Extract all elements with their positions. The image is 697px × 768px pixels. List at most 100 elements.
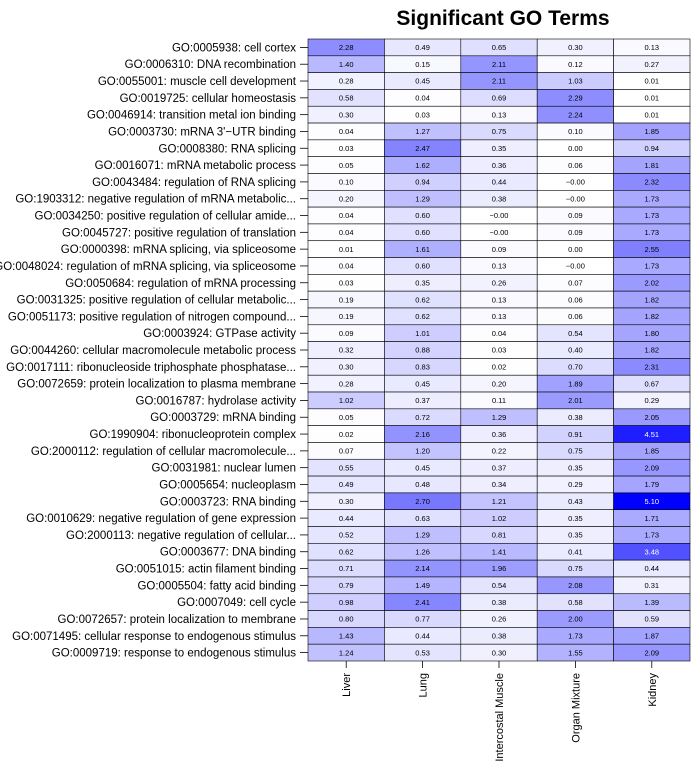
cell-value: 0.04 [339,262,354,271]
cell-value: 0.94 [644,144,659,153]
row-label: GO:0072657: protein localization to memb… [58,614,296,626]
cell-value: 0.29 [644,396,659,405]
cell-value: 0.44 [339,514,354,523]
cell-value: 0.19 [339,295,354,304]
cell-value: 1.85 [644,127,659,136]
row-label: GO:0003677: DNA binding [160,547,296,559]
cell-value: 0.03 [339,144,354,153]
cell-value: 1.43 [339,631,354,640]
cell-value: 1.73 [568,631,583,640]
cell-value: 2.09 [644,463,659,472]
cell-value: 0.62 [415,295,430,304]
cell-value: 2.29 [568,94,583,103]
row-label: GO:0009719: response to endogenous stimu… [52,648,296,660]
cell-value: 0.36 [492,430,507,439]
cell-value: 0.35 [568,531,583,540]
heatmap-cells: 2.28 0.49 0.65 0.30 0.13 1.40 0.15 2.11 0.12 0.27… [307,38,691,662]
cell-value: 0.09 [339,329,354,338]
cell-value: 0.75 [568,447,583,456]
cell-value: 0.31 [644,581,659,590]
cell-value: 1.73 [644,228,659,237]
cell-value: 0.30 [568,43,583,52]
cell-value: 0.10 [568,127,583,136]
cell-value: 1.85 [644,447,659,456]
cell-value: 1.61 [415,245,430,254]
row-label: GO:0008380: RNA splicing [159,143,296,155]
cell-value: 0.10 [339,178,354,187]
cell-value: 0.30 [339,363,354,372]
cell-value: 3.48 [644,547,659,556]
cell-value: 0.37 [415,396,430,405]
cell-value: 0.98 [339,598,354,607]
cell-value: 0.09 [568,211,583,220]
cell-value: 2.02 [644,278,659,287]
cell-value: 0.36 [492,161,507,170]
cell-value: 1.02 [492,514,507,523]
cell-value: 0.05 [339,161,354,170]
column-label: Lung [418,673,430,697]
cell-value: 0.45 [415,463,430,472]
cell-value: 0.28 [339,77,354,86]
cell-value: 1.02 [339,396,354,405]
cell-value: 0.53 [415,648,430,657]
row-label: GO:0055001: muscle cell development [98,76,297,88]
cell-value: 0.37 [492,463,507,472]
cell-value: 0.69 [492,94,507,103]
cell-value: 0.60 [415,228,430,237]
row-label: GO:1903312: negative regulation of mRNA … [15,194,296,206]
cell-value: 1.01 [415,329,430,338]
cell-value: 0.15 [415,60,430,69]
cell-value: 0.02 [339,430,354,439]
column-label: Kidney [647,673,659,707]
cell-value: 0.55 [339,463,354,472]
cell-value: 2.24 [568,110,583,119]
cell-value: 0.13 [492,262,507,271]
cell-value: −0.00 [490,211,509,220]
cell-value: 0.67 [644,379,659,388]
cell-value: 0.49 [415,43,430,52]
cell-value: 0.70 [568,363,583,372]
cell-value: 0.03 [415,110,430,119]
row-label: GO:0034250: positive regulation of cellu… [35,211,296,223]
cell-value: 0.44 [492,178,507,187]
cell-value: 0.35 [492,144,507,153]
cell-value: 1.82 [644,312,659,321]
row-label: GO:0016787: hydrolase activity [136,395,297,407]
cell-value: 0.13 [492,295,507,304]
cell-value: 0.11 [492,396,506,405]
cell-value: 0.13 [644,43,659,52]
row-label: GO:0044260: cellular macromolecule metab… [10,345,296,357]
cell-value: 0.22 [492,447,507,456]
cell-value: 0.38 [492,631,507,640]
cell-value: 0.49 [339,480,354,489]
cell-value: 0.75 [568,564,583,573]
cell-value: 0.04 [339,228,354,237]
cell-value: 0.06 [568,295,583,304]
cell-value: 0.63 [415,514,430,523]
row-label: GO:0072659: protein localization to plas… [17,379,296,391]
cell-value: 0.75 [492,127,507,136]
row-label: GO:2000113: negative regulation of cellu… [66,530,296,542]
cell-value: 1.27 [415,127,430,136]
cell-value: 1.62 [415,161,430,170]
column-label: Intercostal Muscle [494,673,506,762]
row-label: GO:0000398: mRNA splicing, via spliceoso… [61,244,296,256]
row-label: GO:0031981: nuclear lumen [152,463,296,475]
cell-value: 1.82 [644,295,659,304]
cell-value: 0.20 [492,379,507,388]
row-label: GO:0003729: mRNA binding [150,412,296,424]
cell-value: 1.96 [492,564,507,573]
cell-value: 2.08 [568,581,583,590]
row-label: GO:0005654: nucleoplasm [159,479,296,491]
cell-value: 0.65 [492,43,507,52]
cell-value: 1.21 [492,497,507,506]
cell-value: 2.70 [415,497,430,506]
cell-value: 0.54 [492,581,507,590]
cell-value: 0.91 [568,430,583,439]
cell-value: 0.32 [339,346,354,355]
cell-value: 0.04 [492,329,507,338]
row-label: GO:0005504: fatty acid binding [137,580,296,592]
cell-value: 2.01 [568,396,583,405]
cell-value: 2.41 [415,598,430,607]
cell-value: 2.32 [644,178,659,187]
